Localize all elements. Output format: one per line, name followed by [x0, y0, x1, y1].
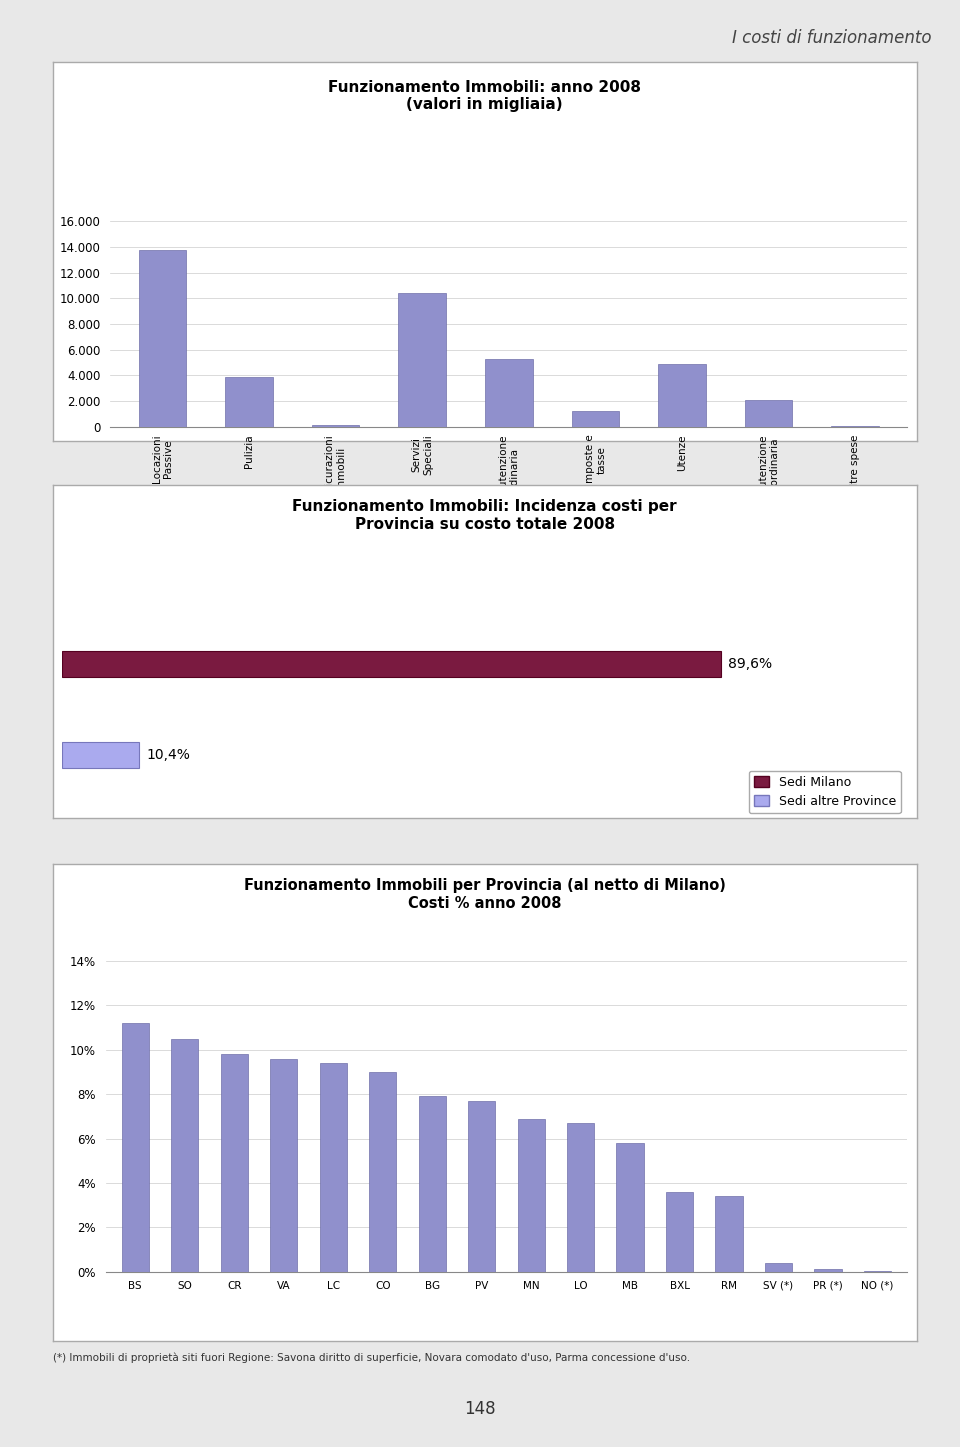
Text: 89,6%: 89,6%: [728, 657, 772, 671]
Text: 10,4%: 10,4%: [146, 748, 190, 763]
Bar: [666, 1192, 693, 1272]
Bar: [659, 365, 706, 427]
Text: Funzionamento Immobili: Incidenza costi per
Provincia su costo totale 2008: Funzionamento Immobili: Incidenza costi …: [293, 499, 677, 531]
Bar: [369, 1072, 396, 1272]
Legend: Sedi Milano, Sedi altre Province: Sedi Milano, Sedi altre Province: [749, 771, 900, 813]
Bar: [517, 1119, 544, 1272]
Bar: [312, 425, 359, 427]
Text: Funzionamento Immobili per Provincia (al netto di Milano)
Costi % anno 2008: Funzionamento Immobili per Provincia (al…: [244, 878, 726, 910]
Bar: [138, 250, 186, 427]
Text: 148: 148: [465, 1401, 495, 1418]
Bar: [226, 376, 273, 427]
Bar: [122, 1023, 149, 1272]
Bar: [398, 294, 446, 427]
Text: (*) Immobili di proprietà siti fuori Regione: Savona diritto di superficie, Nova: (*) Immobili di proprietà siti fuori Reg…: [53, 1353, 690, 1363]
Text: Funzionamento Immobili: anno 2008
(valori in migliaia): Funzionamento Immobili: anno 2008 (valor…: [328, 80, 641, 111]
Bar: [765, 1263, 792, 1272]
Bar: [715, 1197, 743, 1272]
Bar: [221, 1053, 248, 1272]
Text: I costi di funzionamento: I costi di funzionamento: [732, 29, 931, 46]
Bar: [571, 411, 619, 427]
Bar: [745, 399, 792, 427]
Bar: [62, 651, 721, 677]
Bar: [567, 1123, 594, 1272]
Bar: [485, 359, 533, 427]
Bar: [171, 1039, 199, 1272]
Bar: [616, 1143, 644, 1272]
Bar: [320, 1064, 347, 1272]
Bar: [814, 1269, 842, 1272]
Bar: [468, 1101, 495, 1272]
Bar: [62, 742, 139, 768]
Bar: [270, 1059, 298, 1272]
Bar: [419, 1097, 445, 1272]
